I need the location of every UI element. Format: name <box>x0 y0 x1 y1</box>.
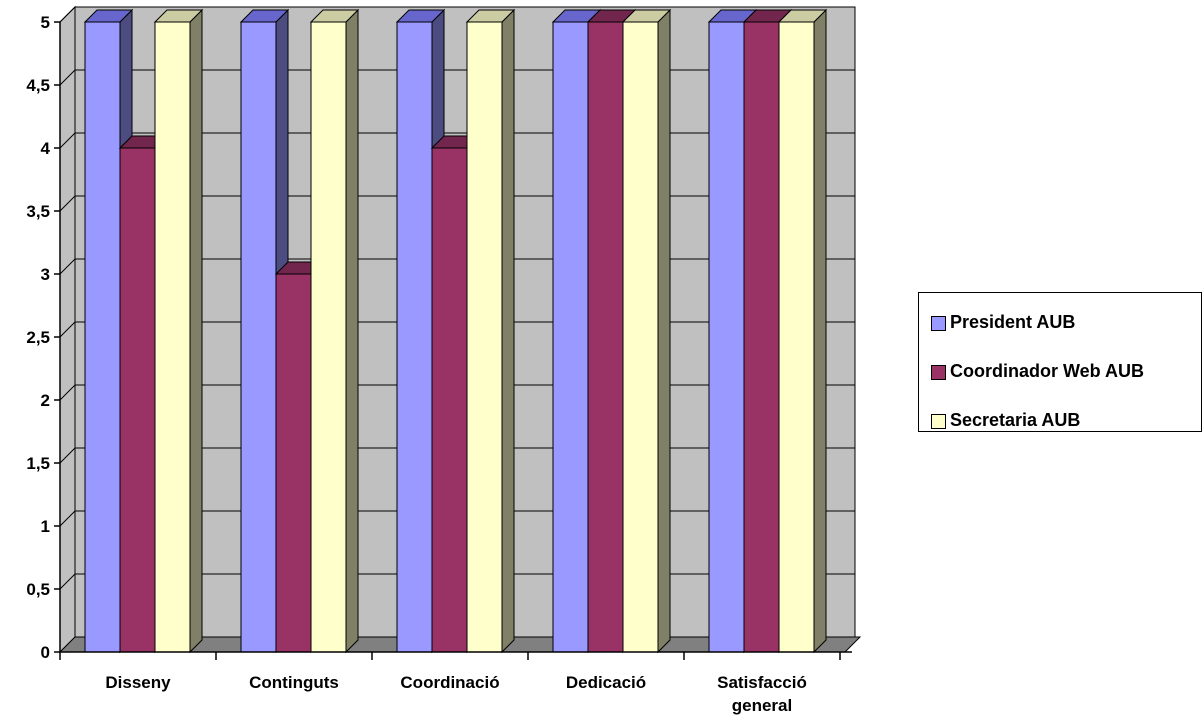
bar-front <box>240 21 277 653</box>
bar-side <box>657 8 671 654</box>
bar-front <box>119 147 156 653</box>
bar <box>777 8 828 654</box>
y-tick-label: 1,5 <box>26 454 50 473</box>
gridline-side <box>59 447 76 464</box>
legend-label-secretaria: Secretaria AUB <box>950 410 1081 430</box>
x-category-label: Continguts <box>249 673 339 692</box>
bar-side <box>189 8 203 654</box>
legend-label-coordinador: Coordinador Web AUB <box>950 361 1144 381</box>
y-tick-label: 0 <box>41 643 50 662</box>
gridline-side <box>59 321 76 338</box>
y-tick-label: 3 <box>41 265 50 284</box>
bar-front <box>622 21 659 653</box>
legend-swatch-coordinador <box>931 365 946 380</box>
y-tick-label: 4,5 <box>26 76 50 95</box>
legend-label-president: President AUB <box>950 312 1076 332</box>
bar-front <box>275 273 312 653</box>
legend-swatch-president <box>931 316 946 331</box>
gridline-side <box>59 573 76 590</box>
bar-front <box>587 21 624 653</box>
bar-front <box>778 21 815 653</box>
legend-item-secretaria: Secretaria AUB <box>931 411 1191 430</box>
bar <box>309 8 360 654</box>
x-category-label: Satisfacció general <box>717 673 807 715</box>
gridline-side <box>59 258 76 275</box>
x-category-labels: Disseny Continguts Coordinació Dedicació Sat… <box>105 673 806 715</box>
gridline-side <box>59 384 76 401</box>
bar <box>153 8 204 654</box>
gridline-side <box>59 195 76 212</box>
gridline-side <box>59 510 76 527</box>
legend-swatch-secretaria <box>931 414 946 429</box>
y-tick-label: 5 <box>41 13 50 32</box>
bar-side <box>501 8 515 654</box>
bar-front <box>743 21 780 653</box>
y-tick-label: 2,5 <box>26 328 50 347</box>
gridline-side <box>59 69 76 86</box>
y-tick-label: 2 <box>41 391 50 410</box>
legend-item-coordinador: Coordinador Web AUB <box>931 362 1191 381</box>
x-category-label: Dedicació <box>566 673 646 692</box>
x-category-label: Disseny <box>105 673 171 692</box>
bar <box>621 8 672 654</box>
y-tick-label: 1 <box>41 517 50 536</box>
legend: President AUB Coordinador Web AUB Secret… <box>918 292 1202 432</box>
gridline-side <box>59 6 76 23</box>
bar-front <box>708 21 745 653</box>
bar-front <box>154 21 191 653</box>
x-category-label: Coordinació <box>400 673 499 692</box>
gridline-side <box>59 132 76 149</box>
bar-front <box>552 21 589 653</box>
bar-front <box>431 147 468 653</box>
legend-item-president: President AUB <box>931 313 1191 332</box>
bar-front <box>310 21 347 653</box>
y-tick-labels: 0 0,5 1 1,5 2 2,5 3 3,5 4 4,5 5 <box>26 13 50 662</box>
bars <box>83 8 828 654</box>
bar-side <box>345 8 359 654</box>
y-tick-label: 4 <box>41 139 51 158</box>
y-tick-label: 3,5 <box>26 202 50 221</box>
bar-front <box>466 21 503 653</box>
bar-front <box>396 21 433 653</box>
bar <box>465 8 516 654</box>
bar-front <box>84 21 121 653</box>
y-tick-label: 0,5 <box>26 580 50 599</box>
axes <box>54 21 852 660</box>
bar-side <box>813 8 827 654</box>
